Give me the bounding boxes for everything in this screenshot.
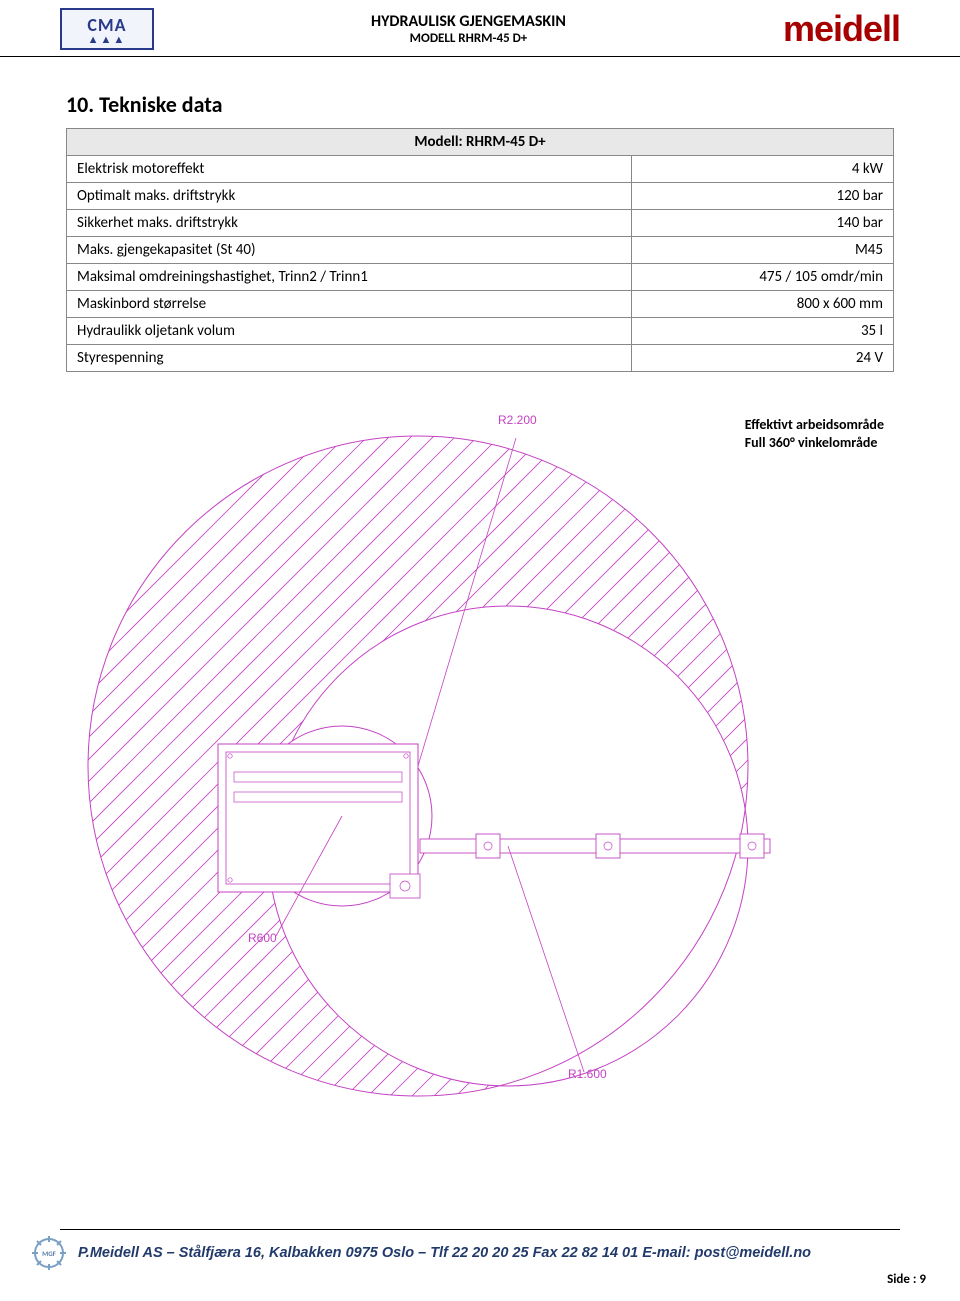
spec-label: Optimalt maks. driftstrykk [67,183,632,210]
logo-meidell: meidell [783,8,900,50]
logo-cma: CMA ▲▲▲ [60,8,154,50]
spec-label: Maks. gjengekapasitet (St 40) [67,237,632,264]
table-row: Sikkerhet maks. driftstrykk140 bar [67,210,894,237]
page-number: Side : 9 [26,1272,934,1287]
diagram-container: Effektivt arbeidsområde Full 360° vinkel… [66,396,894,1116]
spec-value: 35 l [631,318,893,345]
spec-value: 4 kW [631,156,893,183]
table-header-row: Modell: RHRM-45 D+ [67,129,894,156]
footer-text: P.Meidell AS – Stålfjæra 16, Kalbakken 0… [78,1245,811,1261]
spec-table: Modell: RHRM-45 D+ Elektrisk motoreffekt… [66,128,894,372]
svg-text:R600: R600 [248,931,277,945]
header-title: HYDRAULISK GJENGEMASKIN MODELL RHRM-45 D… [154,12,783,46]
footer-line: MGF P.Meidell AS – Stålfjæra 16, Kalbakk… [26,1236,934,1270]
page-header: CMA ▲▲▲ HYDRAULISK GJENGEMASKIN MODELL R… [0,0,960,57]
spec-value: M45 [631,237,893,264]
table-row: Maksimal omdreiningshastighet, Trinn2 / … [67,264,894,291]
page-number-value: 9 [919,1272,926,1287]
table-row: Maskinbord størrelse800 x 600 mm [67,291,894,318]
spec-label: Sikkerhet maks. driftstrykk [67,210,632,237]
spec-label: Maskinbord størrelse [67,291,632,318]
spec-value: 120 bar [631,183,893,210]
spec-label: Hydraulikk oljetank volum [67,318,632,345]
spec-value: 475 / 105 omdr/min [631,264,893,291]
svg-text:R1.600: R1.600 [568,1067,607,1081]
spec-value: 140 bar [631,210,893,237]
logo-cma-triangles: ▲▲▲ [88,36,127,44]
spec-value: 24 V [631,345,893,372]
svg-text:R2.200: R2.200 [498,413,537,427]
spec-value: 800 x 600 mm [631,291,893,318]
table-row: Optimalt maks. driftstrykk120 bar [67,183,894,210]
section-title: 10. Tekniske data [66,91,894,118]
spec-label: Styrespenning [67,345,632,372]
table-row: Hydraulikk oljetank volum35 l [67,318,894,345]
gear-icon: MGF [32,1236,66,1270]
svg-text:MGF: MGF [42,1249,57,1258]
model-header: Modell: RHRM-45 D+ [67,129,894,156]
work-area-diagram: R2.200 R1.600 R600 [28,396,848,1116]
page-prefix: Side : [887,1272,919,1287]
content-area: 10. Tekniske data Modell: RHRM-45 D+ Ele… [0,57,960,1116]
table-row: Styrespenning24 V [67,345,894,372]
footer-rule [60,1229,900,1230]
table-row: Maks. gjengekapasitet (St 40)M45 [67,237,894,264]
header-title-line2: MODELL RHRM-45 D+ [154,31,783,46]
table-row: Elektrisk motoreffekt4 kW [67,156,894,183]
page-footer: MGF P.Meidell AS – Stålfjæra 16, Kalbakk… [0,1229,960,1287]
spec-label: Maksimal omdreiningshastighet, Trinn2 / … [67,264,632,291]
spec-label: Elektrisk motoreffekt [67,156,632,183]
header-title-line1: HYDRAULISK GJENGEMASKIN [154,12,783,31]
